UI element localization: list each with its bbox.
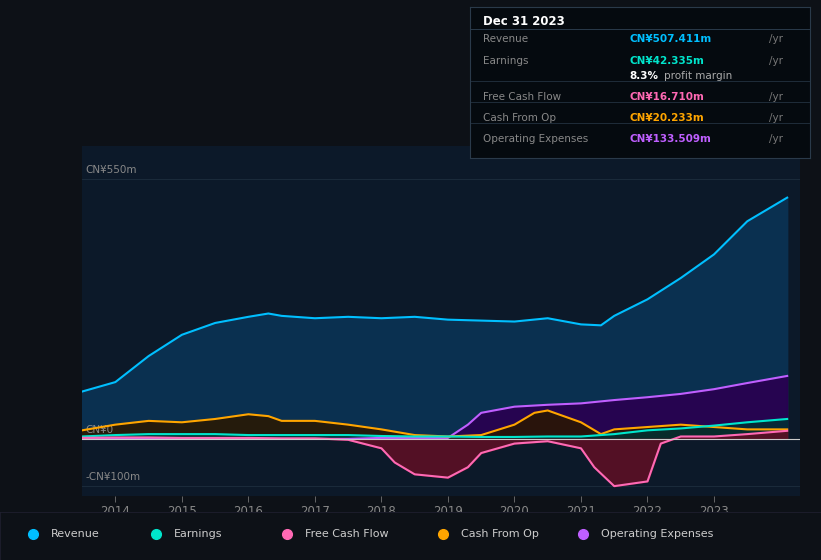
Text: Dec 31 2023: Dec 31 2023 xyxy=(484,15,565,28)
Text: Operating Expenses: Operating Expenses xyxy=(601,529,713,539)
Text: Cash From Op: Cash From Op xyxy=(484,113,557,123)
Text: CN¥16.710m: CN¥16.710m xyxy=(630,92,704,102)
Text: Operating Expenses: Operating Expenses xyxy=(484,134,589,144)
Text: CN¥0: CN¥0 xyxy=(85,425,113,435)
Text: Cash From Op: Cash From Op xyxy=(461,529,539,539)
Text: CN¥550m: CN¥550m xyxy=(85,165,137,175)
Text: Earnings: Earnings xyxy=(174,529,222,539)
Text: -CN¥100m: -CN¥100m xyxy=(85,472,140,482)
Text: /yr: /yr xyxy=(769,113,783,123)
Text: Revenue: Revenue xyxy=(484,35,529,44)
Text: Revenue: Revenue xyxy=(51,529,99,539)
Text: Free Cash Flow: Free Cash Flow xyxy=(305,529,389,539)
Text: CN¥42.335m: CN¥42.335m xyxy=(630,55,704,66)
Text: 8.3%: 8.3% xyxy=(630,71,658,81)
Text: /yr: /yr xyxy=(769,55,783,66)
Text: Earnings: Earnings xyxy=(484,55,529,66)
Text: /yr: /yr xyxy=(769,35,783,44)
Text: CN¥20.233m: CN¥20.233m xyxy=(630,113,704,123)
Text: CN¥133.509m: CN¥133.509m xyxy=(630,134,712,144)
Text: /yr: /yr xyxy=(769,92,783,102)
Text: profit margin: profit margin xyxy=(664,71,732,81)
Text: /yr: /yr xyxy=(769,134,783,144)
Text: Free Cash Flow: Free Cash Flow xyxy=(484,92,562,102)
Text: CN¥507.411m: CN¥507.411m xyxy=(630,35,712,44)
